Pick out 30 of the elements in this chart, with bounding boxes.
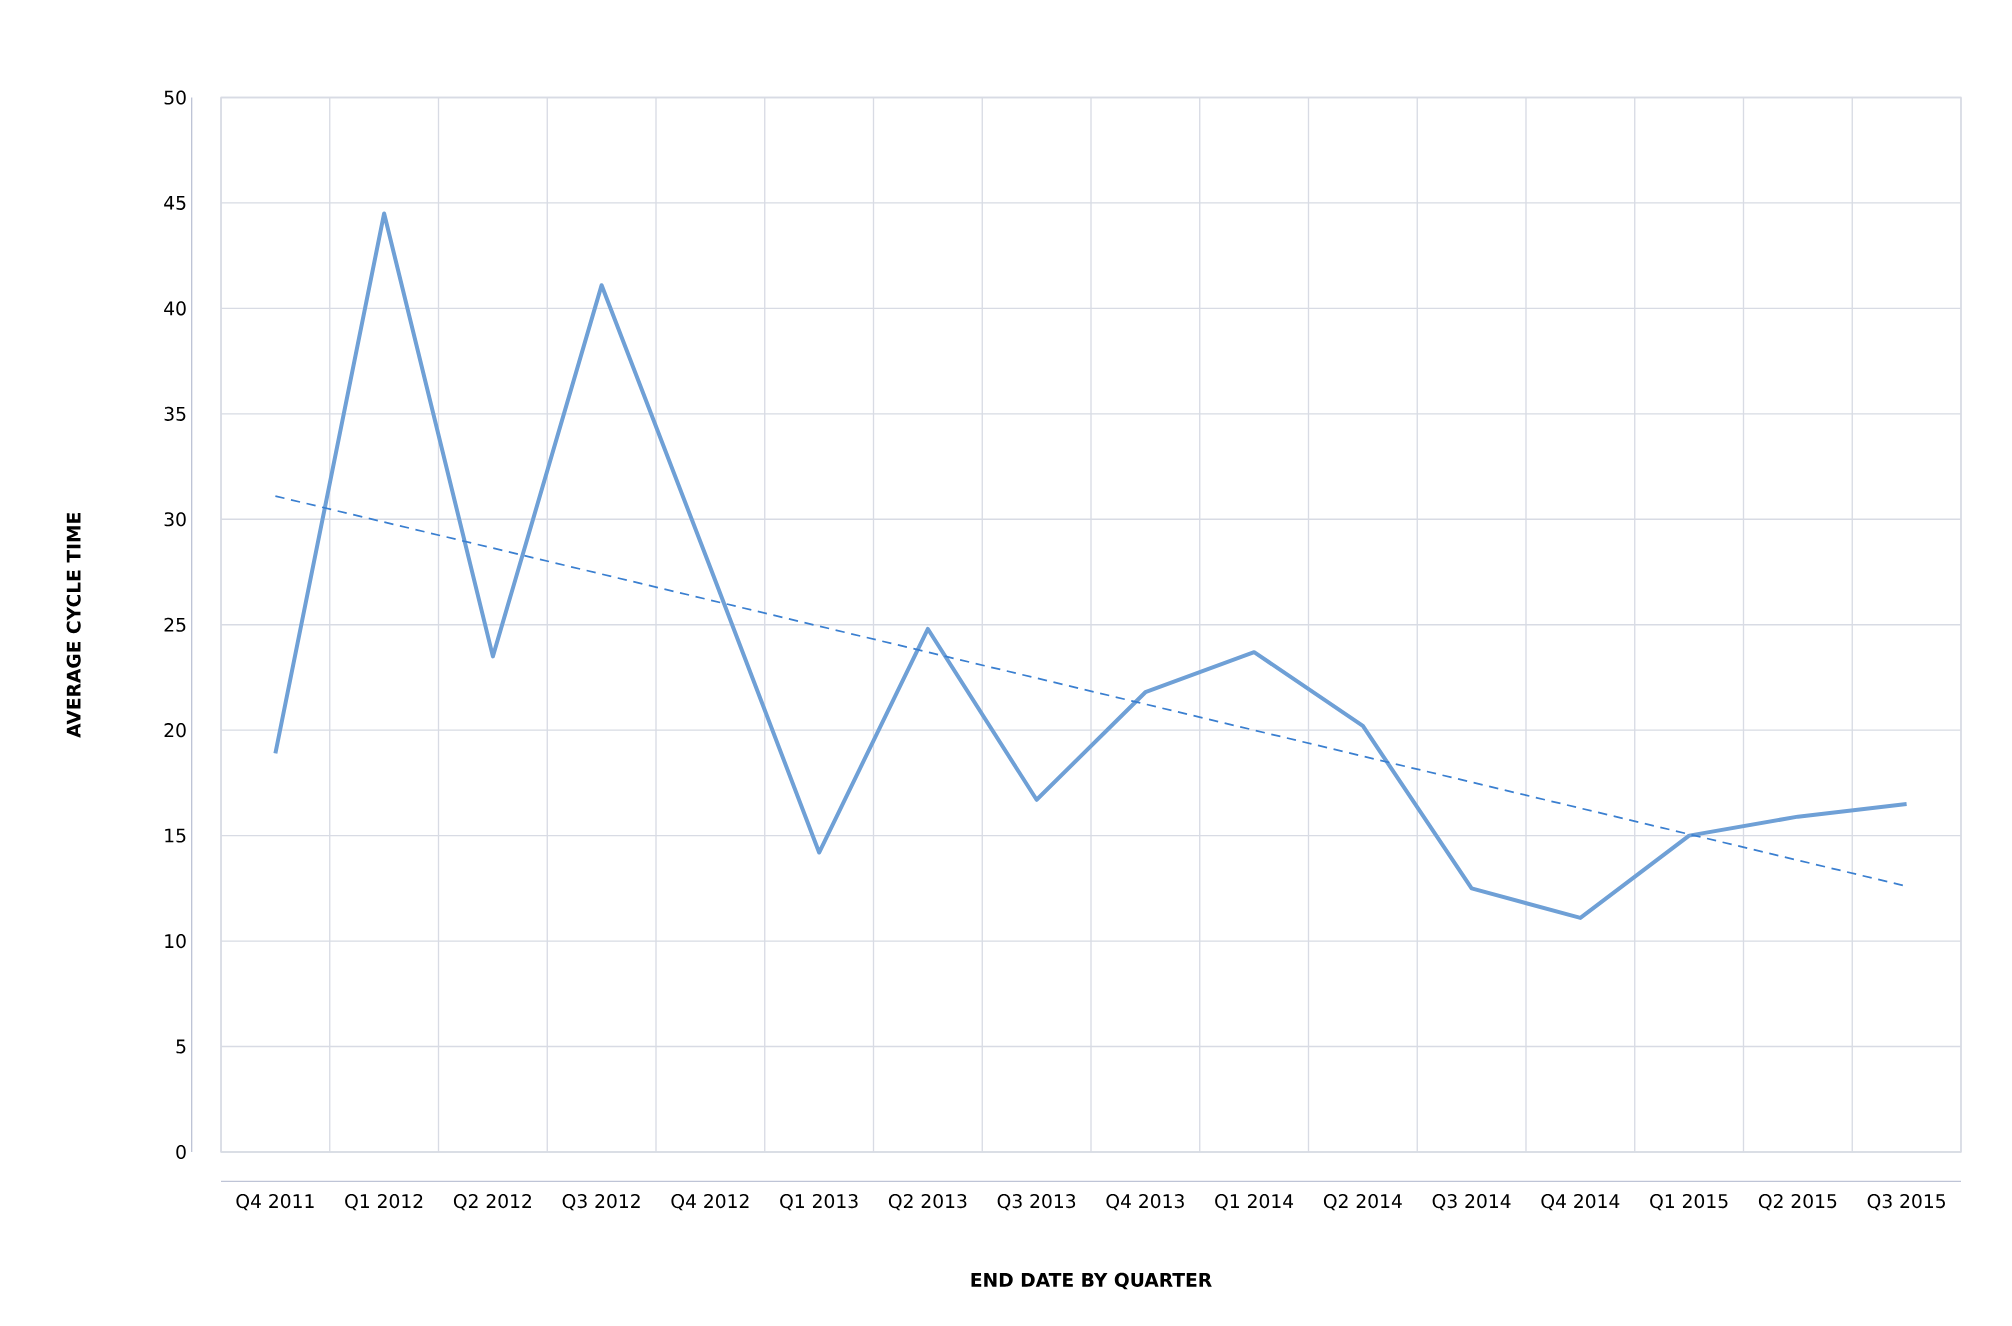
x-tick-label: Q4 2013 [1106, 1194, 1184, 1211]
y-tick-label: 30 [164, 512, 186, 527]
x-tick-label: Q1 2015 [1650, 1194, 1728, 1211]
y-tick-label: 5 [176, 1039, 186, 1054]
x-tick-label: Q3 2013 [997, 1194, 1076, 1211]
y-tick-label: 15 [165, 828, 186, 843]
y-tick-label: 50 [164, 90, 186, 105]
y-axis-title: AVERAGE CYCLE TIME [66, 513, 81, 738]
x-tick-label: Q4 2014 [1541, 1194, 1620, 1211]
y-tick-label: 40 [164, 301, 186, 316]
x-tick-label: Q1 2013 [780, 1194, 858, 1211]
x-tick-label: Q2 2015 [1758, 1194, 1837, 1211]
x-tick-label: Q4 2011 [236, 1194, 314, 1211]
x-tick-label: Q4 2012 [671, 1194, 749, 1211]
x-tick-label: Q1 2014 [1215, 1194, 1294, 1211]
line-series [273, 211, 1909, 920]
y-tick-label: 45 [164, 195, 186, 210]
x-tick-label: Q3 2014 [1432, 1194, 1511, 1211]
y-tick-label: 20 [164, 723, 186, 738]
x-axis-title: END DATE BY QUARTER [971, 1272, 1212, 1290]
y-tick-label: 25 [164, 617, 186, 632]
y-tick-label: 10 [165, 934, 186, 949]
x-tick-label: Q1 2012 [345, 1194, 423, 1211]
x-tick-label: Q3 2015 [1867, 1194, 1945, 1211]
x-tick-label: Q2 2012 [453, 1194, 531, 1211]
y-tick-label: 35 [164, 406, 186, 421]
x-tick-label: Q3 2012 [562, 1194, 640, 1211]
x-tick-label: Q2 2013 [888, 1194, 967, 1211]
x-tick-label: Q2 2014 [1323, 1194, 1402, 1211]
y-tick-label: 0 [176, 1144, 186, 1160]
